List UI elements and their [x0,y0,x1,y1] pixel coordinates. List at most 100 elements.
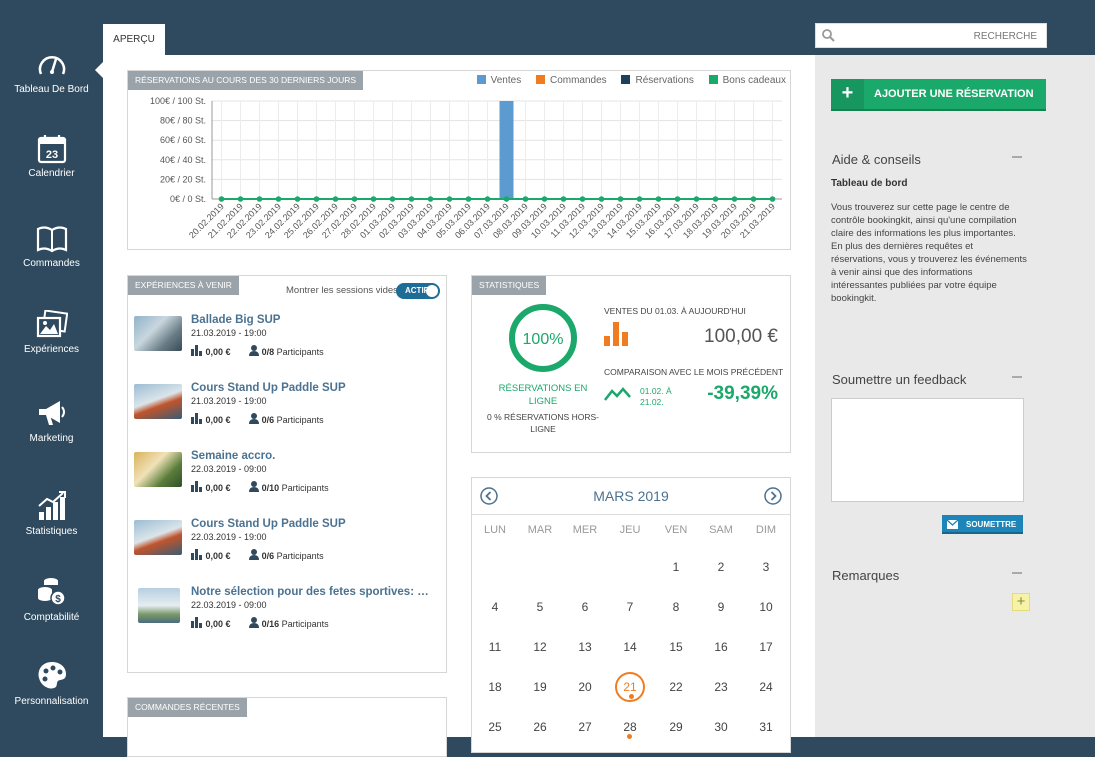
chart-icon [37,491,66,520]
calendar-day[interactable]: 4 [491,600,499,614]
experience-title[interactable]: Cours Stand Up Paddle SUP [191,382,346,394]
calendar-day[interactable]: 10 [759,600,773,614]
point-bons-cadeaux [617,196,624,202]
calendar-day[interactable]: 26 [533,720,547,734]
calendar-day-today[interactable]: 21 [615,672,645,702]
sidebar-label: Comptabilité [23,612,80,623]
calendar-day[interactable]: 6 [581,600,589,614]
experience-title[interactable]: Semaine accro. [191,450,276,462]
megaphone-icon [38,401,65,425]
sidebar-item-calendrier[interactable]: 23 Calendrier [0,134,103,179]
calendar-day[interactable]: 14 [623,640,637,654]
sidebar-item-personnalisation[interactable]: Personnalisation [0,660,103,707]
search-label: RECHERCHE [973,31,1037,42]
point-bons-cadeaux [541,196,548,202]
calendar-day[interactable]: 28 [615,720,645,739]
add-reservation-button[interactable]: + AJOUTER UNE RÉSERVATION [831,79,1046,111]
sales-value: 100,00 € [704,326,778,347]
calendar-day[interactable]: 5 [536,600,544,614]
calendar-day[interactable]: 22 [669,680,683,694]
calendar-day[interactable]: 19 [533,680,547,694]
calendar-day[interactable]: 24 [759,680,773,694]
calendar-day[interactable]: 31 [759,720,773,734]
point-bons-cadeaux [522,196,529,202]
experience-date: 21.03.2019 - 19:00 [191,396,267,406]
person-icon [249,345,260,356]
add-reservation-label: AJOUTER UNE RÉSERVATION [874,88,1034,100]
experience-title[interactable]: Ballade Big SUP [191,314,281,326]
experience-item[interactable]: Cours Stand Up Paddle SUP 22.03.2019 - 1… [134,518,439,578]
sidebar-label: Personnalisation [14,696,89,707]
calendar-day[interactable]: 9 [717,600,725,614]
help-text: Vous trouverez sur cette page le centre … [831,202,1027,304]
sidebar-item-tableau-de-bord[interactable]: Tableau De Bord [0,50,103,95]
calendar-day[interactable]: 15 [669,640,683,654]
experience-title[interactable]: Notre sélection pour des fetes sportives… [191,586,437,598]
point-bons-cadeaux [313,196,320,202]
legend-reservations[interactable]: Réservations [621,75,694,86]
toggle-label: Montrer les sessions vides [286,285,398,296]
point-bons-cadeaux [712,196,719,202]
add-remark-icon[interactable]: + [1012,593,1030,611]
panel-title: STATISTIQUES [472,276,547,295]
calendar-day[interactable]: 1 [672,560,680,574]
calendar-day[interactable]: 12 [533,640,547,654]
point-bons-cadeaux [427,196,434,202]
collapse-help-icon[interactable] [1012,156,1022,158]
experience-item[interactable]: Notre sélection pour des fetes sportives… [134,586,439,646]
calendar-day[interactable]: 11 [488,640,502,654]
submit-button[interactable]: SOUMETTRE [942,515,1023,534]
event-dot [629,694,634,699]
point-bons-cadeaux [750,196,757,202]
collapse-remarks-icon[interactable] [1012,572,1022,574]
calendar-month: MARS 2019 [593,488,669,504]
experience-title[interactable]: Cours Stand Up Paddle SUP [191,518,346,530]
calendar-day[interactable]: 20 [578,680,592,694]
sidebar-item-marketing[interactable]: Marketing [0,397,103,444]
sidebar-item-commandes[interactable]: Commandes [0,224,103,269]
prev-month-icon[interactable] [480,487,498,505]
person-icon [249,481,260,492]
sidebar-label: Calendrier [28,168,75,179]
experience-date: 22.03.2019 - 19:00 [191,532,267,542]
sidebar-item-comptabilite[interactable]: $ Comptabilité [0,576,103,623]
tab-apercu[interactable]: APERÇU [103,24,165,55]
search-input[interactable]: RECHERCHE [815,23,1047,48]
weekday-label: VEN [664,524,688,536]
sidebar-item-statistiques[interactable]: Statistiques [0,490,103,537]
calendar-day[interactable]: 17 [759,640,773,654]
sidebar-item-experiences[interactable]: Expériences [0,310,103,355]
calendar-day[interactable]: 27 [578,720,592,734]
toggle-knob [426,285,438,297]
calendar-day[interactable]: 25 [488,720,502,734]
help-title: Aide & conseils [832,152,921,167]
calendar-day[interactable]: 16 [714,640,728,654]
calendar-panel: MARS 2019 LUN MAR MER JEU VEN SAM DIM 1 2 3 4 5 6 7 8 9… [471,477,791,753]
calendar-day[interactable]: 18 [488,680,502,694]
collapse-feedback-icon[interactable] [1012,376,1022,378]
calendar-day[interactable]: 30 [714,720,728,734]
calendar-day[interactable]: 2 [717,560,725,574]
experience-thumbnail [134,384,182,419]
calendar-day[interactable]: 8 [672,600,680,614]
calendar-divider [472,514,790,515]
calendar-day[interactable]: 13 [578,640,592,654]
bar-chart-icon [191,413,202,424]
empty-sessions-toggle[interactable]: ACTIF [396,283,440,299]
point-bons-cadeaux [351,196,358,202]
feedback-textarea[interactable] [831,398,1024,502]
calendar-day[interactable]: 7 [626,600,634,614]
right-panel: + AJOUTER UNE RÉSERVATION Aide & conseil… [815,55,1095,737]
experience-item[interactable]: Ballade Big SUP 21.03.2019 - 19:00 0,00 … [134,314,439,374]
calendar-day[interactable]: 3 [762,560,770,574]
legend-ventes[interactable]: Ventes [476,75,521,86]
calendar-day[interactable]: 29 [669,720,683,734]
legend-commandes[interactable]: Commandes [535,75,607,86]
point-bons-cadeaux [598,196,605,202]
legend-bons-cadeaux[interactable]: Bons cadeaux [708,75,786,86]
compare-value: -39,39% [707,383,778,404]
experience-item[interactable]: Cours Stand Up Paddle SUP 21.03.2019 - 1… [134,382,439,442]
experience-item[interactable]: Semaine accro. 22.03.2019 - 09:00 0,00 €… [134,450,439,510]
next-month-icon[interactable] [764,487,782,505]
calendar-day[interactable]: 23 [714,680,728,694]
